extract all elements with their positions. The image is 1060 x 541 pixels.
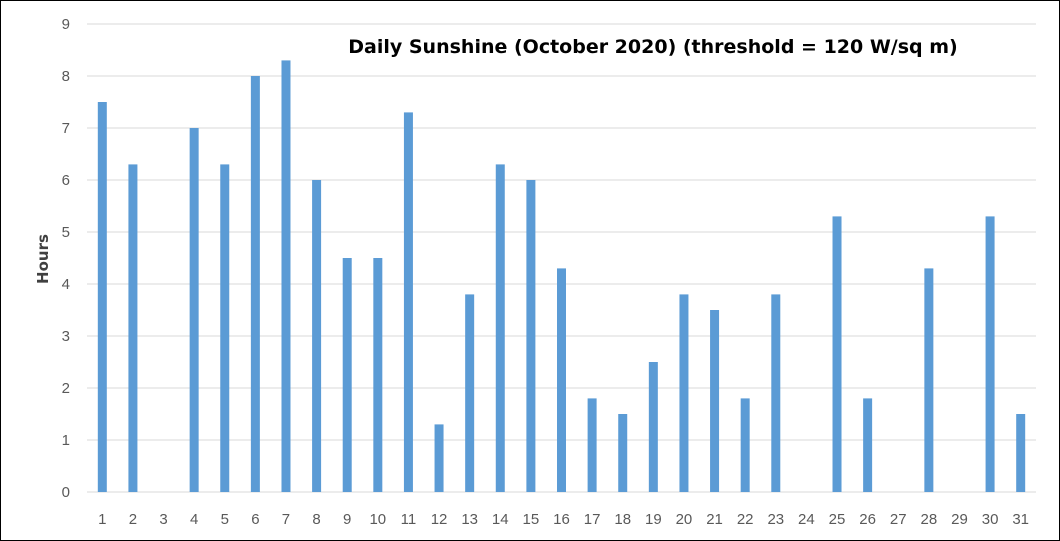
x-tick-label: 19	[645, 511, 662, 528]
x-tick-label: 1	[98, 511, 106, 528]
bar-day-19	[648, 362, 658, 492]
x-tick-label: 7	[282, 511, 290, 528]
bar-day-8	[312, 180, 322, 492]
bar-day-15	[526, 180, 536, 492]
y-tick-label: 0	[62, 484, 70, 501]
x-tick-label: 25	[829, 511, 846, 528]
x-tick-label: 3	[159, 511, 167, 528]
bar-day-30	[985, 216, 995, 492]
x-tick-label: 2	[129, 511, 137, 528]
bar-day-16	[557, 268, 566, 492]
x-tick-label: 31	[1012, 511, 1029, 528]
bar-day-26	[863, 398, 873, 492]
x-tick-label: 21	[706, 511, 723, 528]
x-tick-label: 8	[312, 511, 320, 528]
x-tick-label: 15	[523, 511, 540, 528]
x-tick-label: 26	[859, 511, 876, 528]
bar-day-25	[832, 216, 842, 492]
x-tick-label: 24	[798, 511, 815, 528]
y-tick-label: 1	[62, 432, 70, 449]
y-tick-label: 3	[62, 328, 70, 345]
x-tick-label: 18	[614, 511, 631, 528]
x-tick-label: 11	[401, 511, 417, 528]
bar-day-14	[495, 164, 505, 492]
x-tick-label: 4	[190, 511, 198, 528]
bar-day-21	[710, 310, 720, 492]
bar-day-18	[618, 414, 628, 492]
bar-day-12	[434, 424, 444, 492]
x-tick-label: 22	[737, 511, 754, 528]
chart-title: Daily Sunshine (October 2020) (threshold…	[348, 36, 958, 58]
y-tick-label: 5	[62, 224, 70, 241]
x-tick-label: 29	[951, 511, 968, 528]
y-tick-label: 9	[62, 16, 70, 33]
bar-day-6	[250, 76, 260, 492]
bar-day-13	[465, 294, 475, 492]
bar-day-7	[281, 60, 291, 493]
y-axis-ticks: 0 1 2 3 4 5 6 7 8 9	[62, 16, 70, 501]
y-axis-title: Hours	[34, 234, 52, 284]
y-tick-label: 7	[62, 120, 70, 137]
bar-day-23	[771, 294, 781, 492]
bar-day-20	[679, 294, 689, 492]
bar-day-2	[128, 164, 138, 492]
x-tick-label: 27	[890, 511, 907, 528]
bar-day-4	[189, 128, 199, 492]
bar-day-10	[373, 258, 383, 492]
x-axis-ticks: 1 2 3 4 5 6 7 8 9 10 11 12 13 14 15 16 17 18 19 20 21 22 23 24 2…	[98, 511, 1029, 528]
y-tick-label: 8	[62, 68, 70, 85]
x-tick-label: 17	[584, 511, 601, 528]
x-tick-label: 20	[676, 511, 693, 528]
x-tick-label: 5	[221, 511, 229, 528]
x-tick-label: 6	[251, 511, 259, 528]
bar-day-9	[342, 258, 352, 492]
x-tick-label: 23	[767, 511, 784, 528]
bar-day-1	[97, 102, 107, 492]
bars	[97, 60, 1026, 493]
x-tick-label: 28	[921, 511, 938, 528]
bar-day-31	[1016, 414, 1026, 492]
bar-day-22	[740, 398, 750, 492]
x-tick-label: 14	[492, 511, 509, 528]
bar-day-5	[220, 164, 230, 492]
y-tick-label: 2	[62, 380, 70, 397]
y-tick-label: 6	[62, 172, 70, 189]
x-tick-label: 12	[431, 511, 448, 528]
x-tick-label: 10	[369, 511, 386, 528]
bar-day-17	[587, 398, 597, 492]
x-tick-label: 9	[343, 511, 351, 528]
x-tick-label: 30	[982, 511, 999, 528]
bar-day-28	[924, 268, 934, 492]
bar-day-11	[403, 112, 413, 493]
x-tick-label: 13	[461, 511, 478, 528]
x-tick-label: 16	[553, 511, 570, 528]
y-tick-label: 4	[62, 276, 70, 293]
